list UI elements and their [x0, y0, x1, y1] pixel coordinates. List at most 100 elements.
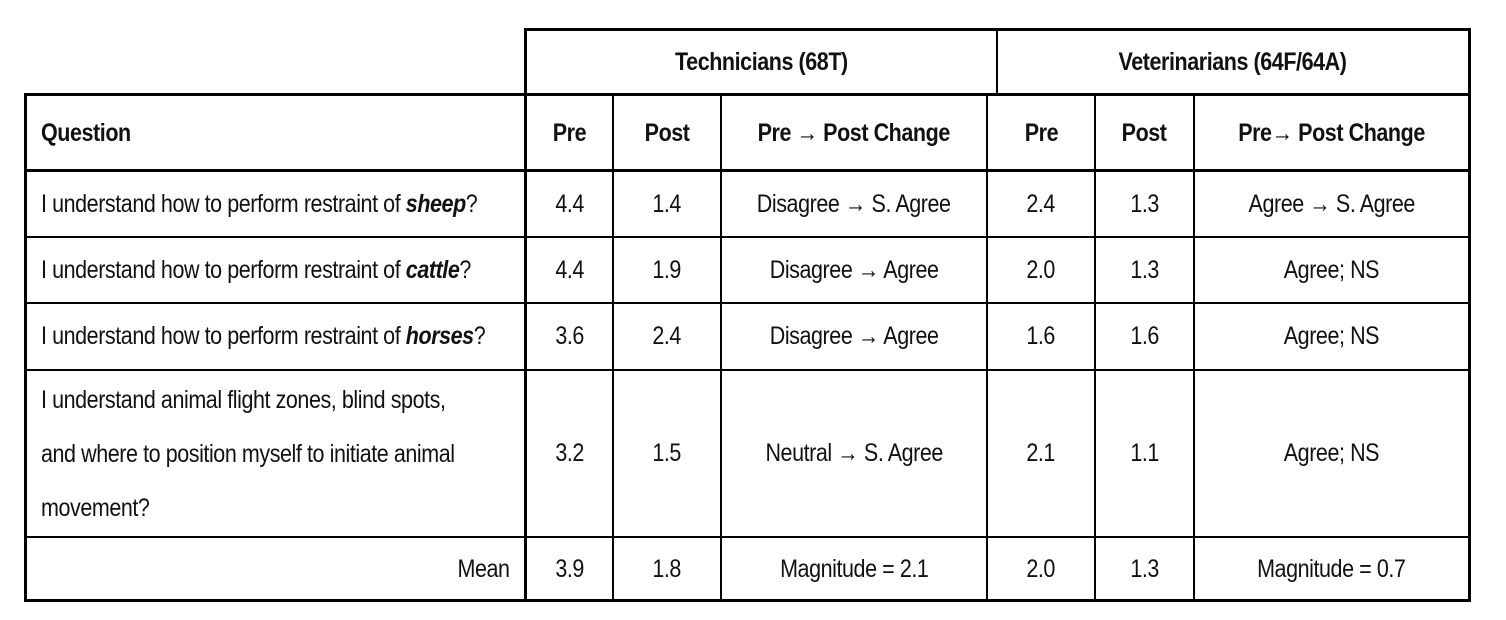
cell-value: 1.6	[1130, 322, 1159, 350]
grid-line-group-divider-bottom	[986, 93, 988, 602]
column-header-vet-pre: Pre	[987, 95, 1095, 171]
grid-line-left	[24, 93, 27, 602]
table-row-4-vet-post: 1.1	[1095, 370, 1194, 537]
table-row-3-tech-post: 2.4	[613, 303, 721, 370]
grid-line-row-2	[24, 302, 1471, 304]
grid-line-right	[1468, 28, 1471, 602]
table-row-2-tech-pre: 4.4	[526, 237, 613, 303]
cell-value: Agree; NS	[1283, 439, 1380, 467]
question-text: I understand how to perform restraint of…	[41, 322, 486, 351]
question-animal: sheep	[405, 189, 466, 218]
column-header-vet-post-label: Post	[1122, 118, 1167, 147]
grid-line-row-1	[24, 236, 1471, 238]
column-header-tech-change-label: Pre → Post Change	[757, 118, 951, 147]
question-suffix: ?	[473, 322, 486, 350]
table-row-1-tech-post: 1.4	[613, 171, 721, 237]
grid-line-header-bottom	[24, 169, 1471, 172]
table-row-4-tech-change: Neutral → S. Agree	[721, 370, 987, 537]
table-row-2-vet-post: 1.3	[1095, 237, 1194, 303]
grid-line-tech-pre-divider	[612, 93, 614, 602]
table-row-2-question: I understand how to perform restraint of…	[25, 237, 526, 303]
table-row-4-vet-change: Agree; NS	[1194, 370, 1469, 537]
grid-line-row-3	[24, 369, 1471, 371]
grid-line-row-4	[24, 536, 1471, 538]
cell-value: 1.3	[1130, 554, 1159, 583]
group-header-veterinarians: Veterinarians (64F/64A)	[997, 29, 1469, 95]
column-header-vet-pre-label: Pre	[1024, 118, 1058, 147]
cell-value: Disagree → Agree	[769, 322, 939, 350]
mean-row-tech-change: Magnitude = 2.1	[721, 537, 987, 601]
cell-value: Agree → S. Agree	[1248, 189, 1415, 218]
table-row-3-vet-post: 1.6	[1095, 303, 1194, 370]
grid-line-bottom	[24, 599, 1471, 602]
cell-value: Magnitude = 2.1	[779, 554, 929, 583]
cell-value: 1.1	[1130, 439, 1159, 467]
group-header-technicians-label: Technicians (68T)	[675, 47, 848, 76]
table-row-1-vet-pre: 2.4	[987, 171, 1095, 237]
mean-row-vet-post: 1.3	[1095, 537, 1194, 601]
column-header-tech-post-label: Post	[644, 118, 690, 147]
cell-value: 3.2	[555, 439, 584, 467]
table-row-1-vet-post: 1.3	[1095, 171, 1194, 237]
column-header-vet-post: Post	[1095, 95, 1194, 171]
table-row-2-vet-change: Agree; NS	[1194, 237, 1469, 303]
cell-value: 1.3	[1130, 189, 1159, 218]
question-line: movement?	[41, 493, 150, 522]
table-row-4-question: I understand animal flight zones, blind …	[25, 370, 526, 537]
question-suffix: ?	[459, 255, 471, 284]
column-header-vet-change-label: Pre→ Post Change	[1238, 118, 1425, 147]
cell-value: Disagree → Agree	[769, 255, 939, 284]
question-animal: cattle	[405, 255, 460, 284]
cell-value: Magnitude = 0.7	[1257, 554, 1406, 583]
cell-value: 2.0	[1026, 255, 1056, 284]
cell-value: 2.4	[652, 322, 682, 350]
table-row-3-tech-pre: 3.6	[526, 303, 613, 370]
table-row-2-tech-post: 1.9	[613, 237, 721, 303]
table-row-3-question: I understand how to perform restraint of…	[25, 303, 526, 370]
cell-value: Neutral → S. Agree	[765, 439, 943, 467]
table-row-3-tech-change: Disagree → Agree	[721, 303, 987, 370]
grid-line-question-divider	[524, 28, 527, 602]
mean-row-label: Mean	[25, 537, 526, 601]
question-line: I understand animal flight zones, blind …	[41, 385, 446, 414]
question-text: I understand how to perform restraint of…	[41, 256, 471, 285]
table-row-1-tech-pre: 4.4	[526, 171, 613, 237]
grid-line-tech-post-divider	[720, 93, 722, 602]
cell-value: 2.4	[1026, 189, 1056, 218]
cell-value: 1.8	[652, 554, 682, 583]
table-row-4-vet-pre: 2.1	[987, 370, 1095, 537]
column-header-question: Question	[25, 95, 526, 171]
grid-line-header-top	[24, 93, 1471, 96]
cell-value: 2.1	[1026, 439, 1056, 467]
cell-value: 1.3	[1130, 255, 1159, 284]
cell-value: 4.4	[555, 255, 584, 284]
mean-label: Mean	[457, 554, 510, 583]
table-row-1-tech-change: Disagree → S. Agree	[721, 171, 987, 237]
mean-row-vet-change: Magnitude = 0.7	[1194, 537, 1469, 601]
grid-line-group-divider-top	[996, 28, 998, 95]
cell-value: 1.6	[1026, 322, 1056, 350]
question-animal: horses	[405, 322, 474, 350]
column-header-vet-change: Pre→ Post Change	[1194, 95, 1469, 171]
table-row-2-tech-change: Disagree → Agree	[721, 237, 987, 303]
question-line: and where to position myself to initiate…	[41, 439, 455, 468]
mean-row-tech-pre: 3.9	[526, 537, 613, 601]
column-header-tech-pre-label: Pre	[552, 118, 587, 147]
table-row-4-tech-post: 1.5	[613, 370, 721, 537]
grid-line-vet-pre-divider	[1094, 93, 1096, 602]
grid-line-vet-post-divider	[1193, 93, 1195, 602]
mean-row-tech-post: 1.8	[613, 537, 721, 601]
cell-value: 1.5	[652, 439, 682, 467]
table-row-1-vet-change: Agree → S. Agree	[1194, 171, 1469, 237]
cell-value: 4.4	[555, 189, 584, 218]
column-header-tech-pre: Pre	[526, 95, 613, 171]
cell-value: Agree; NS	[1283, 322, 1380, 350]
group-header-technicians: Technicians (68T)	[526, 29, 997, 95]
table-row-1-question: I understand how to perform restraint of…	[25, 171, 526, 237]
table-row-4-tech-pre: 3.2	[526, 370, 613, 537]
cell-value: Disagree → S. Agree	[757, 189, 951, 218]
table-row-3-vet-change: Agree; NS	[1194, 303, 1469, 370]
cell-value: 1.9	[652, 255, 682, 284]
cell-value: 2.0	[1026, 554, 1056, 583]
